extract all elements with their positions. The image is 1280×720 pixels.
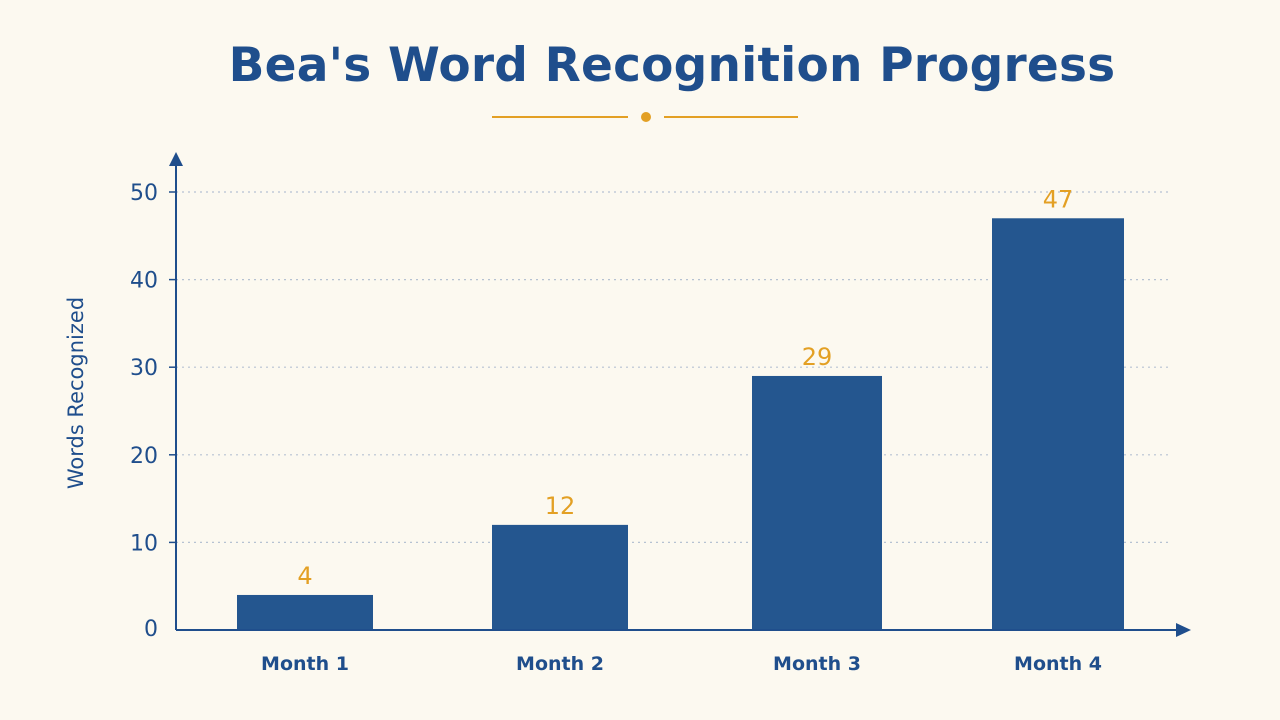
x-tick-label: Month 2 (516, 653, 604, 675)
title-divider (492, 112, 798, 122)
x-tick-label: Month 3 (773, 653, 861, 675)
bar-month-2 (492, 524, 628, 630)
chart-title: Bea's Word Recognition Progress (228, 38, 1116, 93)
x-axis-arrow-icon (1176, 623, 1191, 637)
y-tick-label: 50 (130, 181, 158, 206)
data-label: 47 (1043, 185, 1074, 213)
y-tick-label: 0 (144, 617, 158, 642)
y-tick-label: 10 (130, 531, 158, 556)
data-label: 12 (545, 492, 576, 520)
bar-month-4 (992, 218, 1124, 630)
divider-dot-icon (641, 112, 651, 122)
x-tick-label: Month 4 (1014, 653, 1102, 675)
data-label: 4 (297, 562, 312, 590)
y-axis-arrow-icon (169, 152, 183, 166)
y-tick-label: 40 (130, 269, 158, 294)
x-tick-label: Month 1 (261, 653, 349, 675)
bar-month-3 (752, 375, 882, 630)
data-label: 29 (802, 343, 833, 371)
y-tick-label: 30 (130, 356, 158, 381)
bar-month-1 (237, 594, 373, 630)
y-tick-label: 20 (130, 444, 158, 469)
